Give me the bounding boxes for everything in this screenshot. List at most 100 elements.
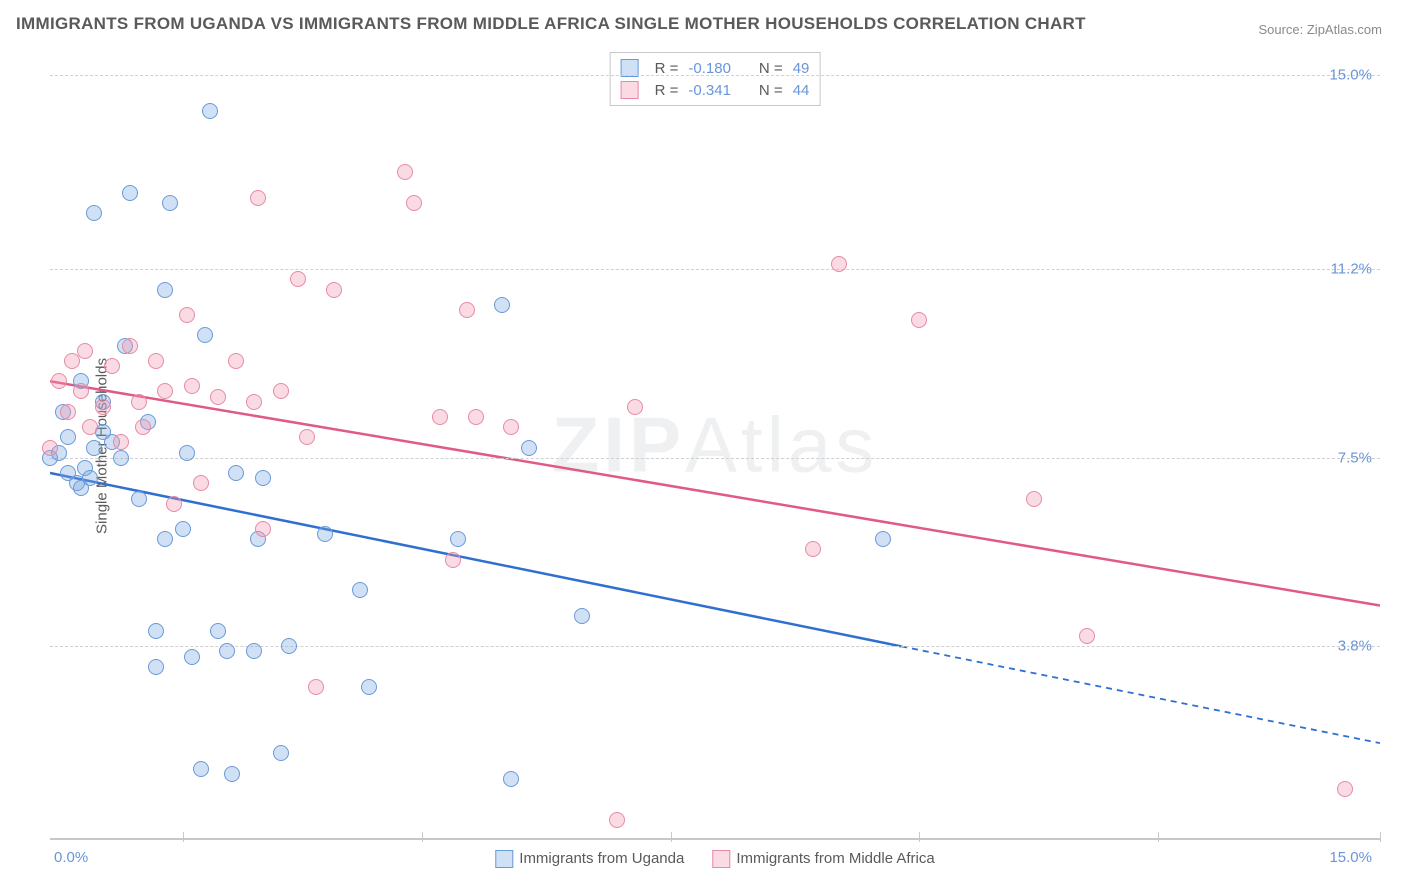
data-point: [131, 394, 147, 410]
data-point: [82, 419, 98, 435]
y-tick-label: 7.5%: [1338, 449, 1372, 466]
legend-r-value: -0.180: [688, 60, 731, 77]
data-point: [193, 761, 209, 777]
gridline: [50, 269, 1380, 270]
data-point: [273, 745, 289, 761]
data-point: [131, 491, 147, 507]
data-point: [503, 771, 519, 787]
data-point: [397, 164, 413, 180]
y-tick-label: 11.2%: [1331, 261, 1372, 278]
data-point: [308, 679, 324, 695]
watermark-atlas: Atlas: [685, 401, 878, 489]
data-point: [86, 205, 102, 221]
data-point: [805, 541, 821, 557]
data-point: [317, 526, 333, 542]
data-point: [210, 389, 226, 405]
x-tick: [1158, 832, 1159, 842]
series-legend: Immigrants from Uganda Immigrants from Mi…: [495, 850, 934, 868]
data-point: [179, 307, 195, 323]
data-point: [77, 343, 93, 359]
data-point: [162, 195, 178, 211]
data-point: [1337, 781, 1353, 797]
data-point: [184, 378, 200, 394]
legend-r-value: -0.341: [688, 82, 731, 99]
source-link[interactable]: ZipAtlas.com: [1307, 22, 1382, 37]
x-tick: [919, 832, 920, 842]
y-tick-label: 15.0%: [1329, 67, 1372, 84]
legend-item: Immigrants from Middle Africa: [712, 850, 934, 868]
x-axis-min-label: 0.0%: [54, 849, 88, 866]
data-point: [273, 383, 289, 399]
legend-swatch: [712, 850, 730, 868]
data-point: [299, 429, 315, 445]
data-point: [326, 282, 342, 298]
x-axis-max-label: 15.0%: [1329, 849, 1372, 866]
legend-n-value: 49: [793, 60, 810, 77]
data-point: [122, 338, 138, 354]
legend-n-value: 44: [793, 82, 810, 99]
data-point: [202, 103, 218, 119]
data-point: [60, 404, 76, 420]
data-point: [73, 383, 89, 399]
data-point: [219, 643, 235, 659]
legend-swatch: [621, 59, 639, 77]
trend-lines-layer: [50, 50, 1380, 840]
data-point: [406, 195, 422, 211]
source-attribution: Source: ZipAtlas.com: [1258, 22, 1382, 37]
data-point: [113, 450, 129, 466]
data-point: [250, 190, 266, 206]
x-tick: [183, 832, 184, 842]
data-point: [82, 470, 98, 486]
data-point: [193, 475, 209, 491]
data-point: [95, 399, 111, 415]
data-point: [352, 582, 368, 598]
data-point: [875, 531, 891, 547]
scatter-chart: ZIPAtlas 0.0% 15.0% R =-0.180N =49R =-0.…: [50, 50, 1380, 840]
data-point: [224, 766, 240, 782]
data-point: [290, 271, 306, 287]
watermark: ZIPAtlas: [552, 400, 879, 491]
data-point: [1026, 491, 1042, 507]
data-point: [459, 302, 475, 318]
x-tick: [671, 832, 672, 842]
legend-n-label: N =: [759, 60, 783, 77]
data-point: [166, 496, 182, 512]
source-prefix: Source:: [1258, 22, 1306, 37]
data-point: [42, 440, 58, 456]
data-point: [135, 419, 151, 435]
data-point: [175, 521, 191, 537]
y-tick-label: 3.8%: [1338, 638, 1372, 655]
x-tick: [422, 832, 423, 842]
data-point: [157, 383, 173, 399]
data-point: [361, 679, 377, 695]
data-point: [255, 521, 271, 537]
data-point: [503, 419, 519, 435]
data-point: [51, 373, 67, 389]
data-point: [445, 552, 461, 568]
data-point: [281, 638, 297, 654]
chart-title: IMMIGRANTS FROM UGANDA VS IMMIGRANTS FRO…: [16, 14, 1086, 34]
data-point: [148, 659, 164, 675]
legend-label: Immigrants from Uganda: [519, 850, 684, 867]
data-point: [60, 429, 76, 445]
data-point: [494, 297, 510, 313]
legend-r-label: R =: [655, 82, 679, 99]
data-point: [157, 282, 173, 298]
watermark-zip: ZIP: [552, 401, 685, 489]
legend-stat-row: R =-0.341N =44: [621, 79, 810, 101]
data-point: [627, 399, 643, 415]
data-point: [122, 185, 138, 201]
data-point: [157, 531, 173, 547]
data-point: [228, 353, 244, 369]
data-point: [179, 445, 195, 461]
data-point: [228, 465, 244, 481]
data-point: [86, 440, 102, 456]
data-point: [113, 434, 129, 450]
data-point: [521, 440, 537, 456]
trend-line: [50, 381, 1380, 605]
gridline: [50, 75, 1380, 76]
data-point: [210, 623, 226, 639]
data-point: [255, 470, 271, 486]
data-point: [64, 353, 80, 369]
x-axis: [50, 838, 1380, 840]
